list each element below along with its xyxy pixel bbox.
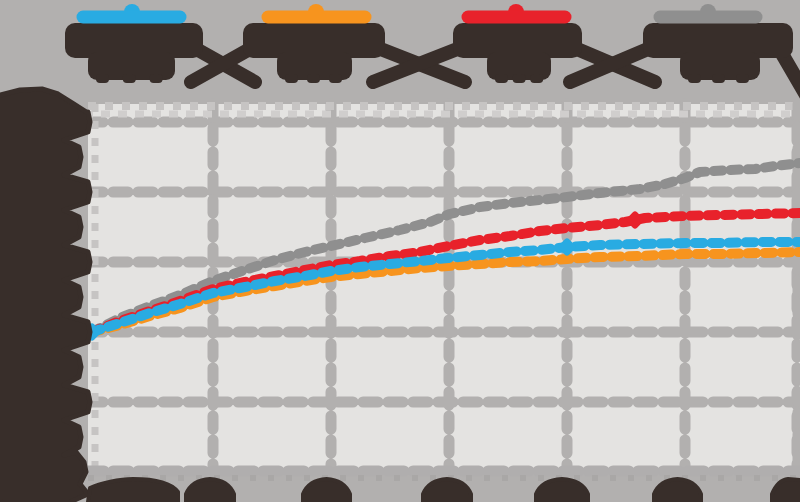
legend-label-blob-bump — [123, 74, 136, 83]
legend-label-blob-bump — [712, 74, 725, 83]
legend-label-blob-bump — [150, 74, 163, 83]
x-tick-label-blob — [186, 479, 234, 502]
x-tick-label-blob — [423, 479, 471, 502]
legend-label-blob-bump — [688, 74, 701, 83]
x-tick-label-blob — [88, 479, 178, 502]
legend-label-blob-bump — [736, 74, 749, 83]
legend-label-blob-bump — [513, 74, 526, 83]
legend-label-blob-bump — [285, 74, 298, 83]
legend-label-blob-bump — [307, 74, 320, 83]
x-tick-label-blob — [536, 479, 588, 502]
legend-label-blob-bump — [329, 74, 342, 83]
legend-label-blob-bump — [495, 74, 508, 83]
y-axis-label-blob — [0, 89, 90, 502]
legend-label-blob-bump — [96, 74, 109, 83]
line-chart — [0, 0, 800, 502]
legend-label-blob-bump — [530, 74, 543, 83]
chart-image — [0, 0, 800, 502]
x-tick-label-blob — [654, 479, 701, 502]
x-tick-label-blob — [303, 479, 350, 502]
